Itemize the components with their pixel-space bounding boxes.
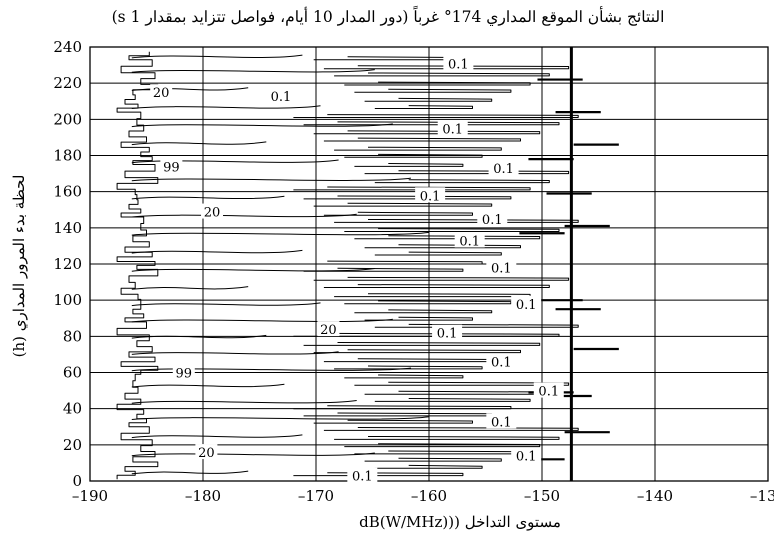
x-tick-label: –130 xyxy=(750,487,774,505)
y-tick-label: 160 xyxy=(53,183,82,201)
y-tick-label: 100 xyxy=(53,291,82,309)
contour-label: 20 xyxy=(204,206,221,221)
contour-label: 99 xyxy=(176,367,193,382)
x-tick-label: –170 xyxy=(298,487,334,505)
y-axis-label: لحظة بدء المرور المداري (h) xyxy=(10,175,28,358)
contour-label: 0.1 xyxy=(437,327,458,342)
contour-label: 20 xyxy=(320,323,337,338)
x-tick-label: –180 xyxy=(185,487,221,505)
contour-label: 99 xyxy=(163,160,180,175)
contour-label: 0.1 xyxy=(491,415,512,430)
contour-label: 0.1 xyxy=(448,57,469,72)
x-axis-label: مستوى التداخل ((dB(W/MHz) xyxy=(359,513,561,531)
contour-label: 0.1 xyxy=(271,90,292,105)
y-tick-label: 240 xyxy=(53,38,82,56)
y-tick-label: 80 xyxy=(63,327,82,345)
y-tick-label: 140 xyxy=(53,219,82,237)
contour-label: 0.1 xyxy=(420,189,441,204)
x-tick-labels: –190 –180 –170 –160 –150 –140 –130 xyxy=(72,487,774,505)
contour-label: 0.1 xyxy=(516,450,537,465)
y-tick-label: 220 xyxy=(53,74,82,92)
y-tick-label: 40 xyxy=(63,400,82,418)
y-tick-label: 120 xyxy=(53,255,82,273)
contour-label: 0.1 xyxy=(491,262,512,277)
x-tick-label: –160 xyxy=(411,487,447,505)
contour-label: 20 xyxy=(153,86,170,101)
y-tick-label: 0 xyxy=(72,472,82,490)
contour-label: 0.1 xyxy=(538,385,559,400)
chart-title: النتائج بشأن الموقع المداري 174° غرباً (… xyxy=(112,5,665,26)
y-tick-label: 200 xyxy=(53,110,82,128)
y-tick-labels: 0 20 40 60 80 100 120 140 160 180 200 220 240 xyxy=(53,38,82,490)
y-tick-label: 20 xyxy=(63,436,82,454)
y-tick-label: 60 xyxy=(63,364,82,382)
contour-label: 0.1 xyxy=(491,356,512,371)
contour-label: 0.1 xyxy=(493,162,514,177)
x-tick-label: –140 xyxy=(637,487,673,505)
plot-area-frame xyxy=(89,46,769,482)
contour-lines xyxy=(116,51,619,480)
contour-label: 0.1 xyxy=(482,213,503,228)
x-tick-label: –190 xyxy=(72,487,108,505)
contour-label: 0.1 xyxy=(516,298,537,313)
contour-label: 20 xyxy=(198,446,215,461)
contour-label: 0.1 xyxy=(442,122,463,137)
contour-label: 0.1 xyxy=(459,234,480,249)
x-tick-label: –150 xyxy=(524,487,560,505)
y-tick-label: 180 xyxy=(53,147,82,165)
contour-label: 0.1 xyxy=(352,470,373,485)
